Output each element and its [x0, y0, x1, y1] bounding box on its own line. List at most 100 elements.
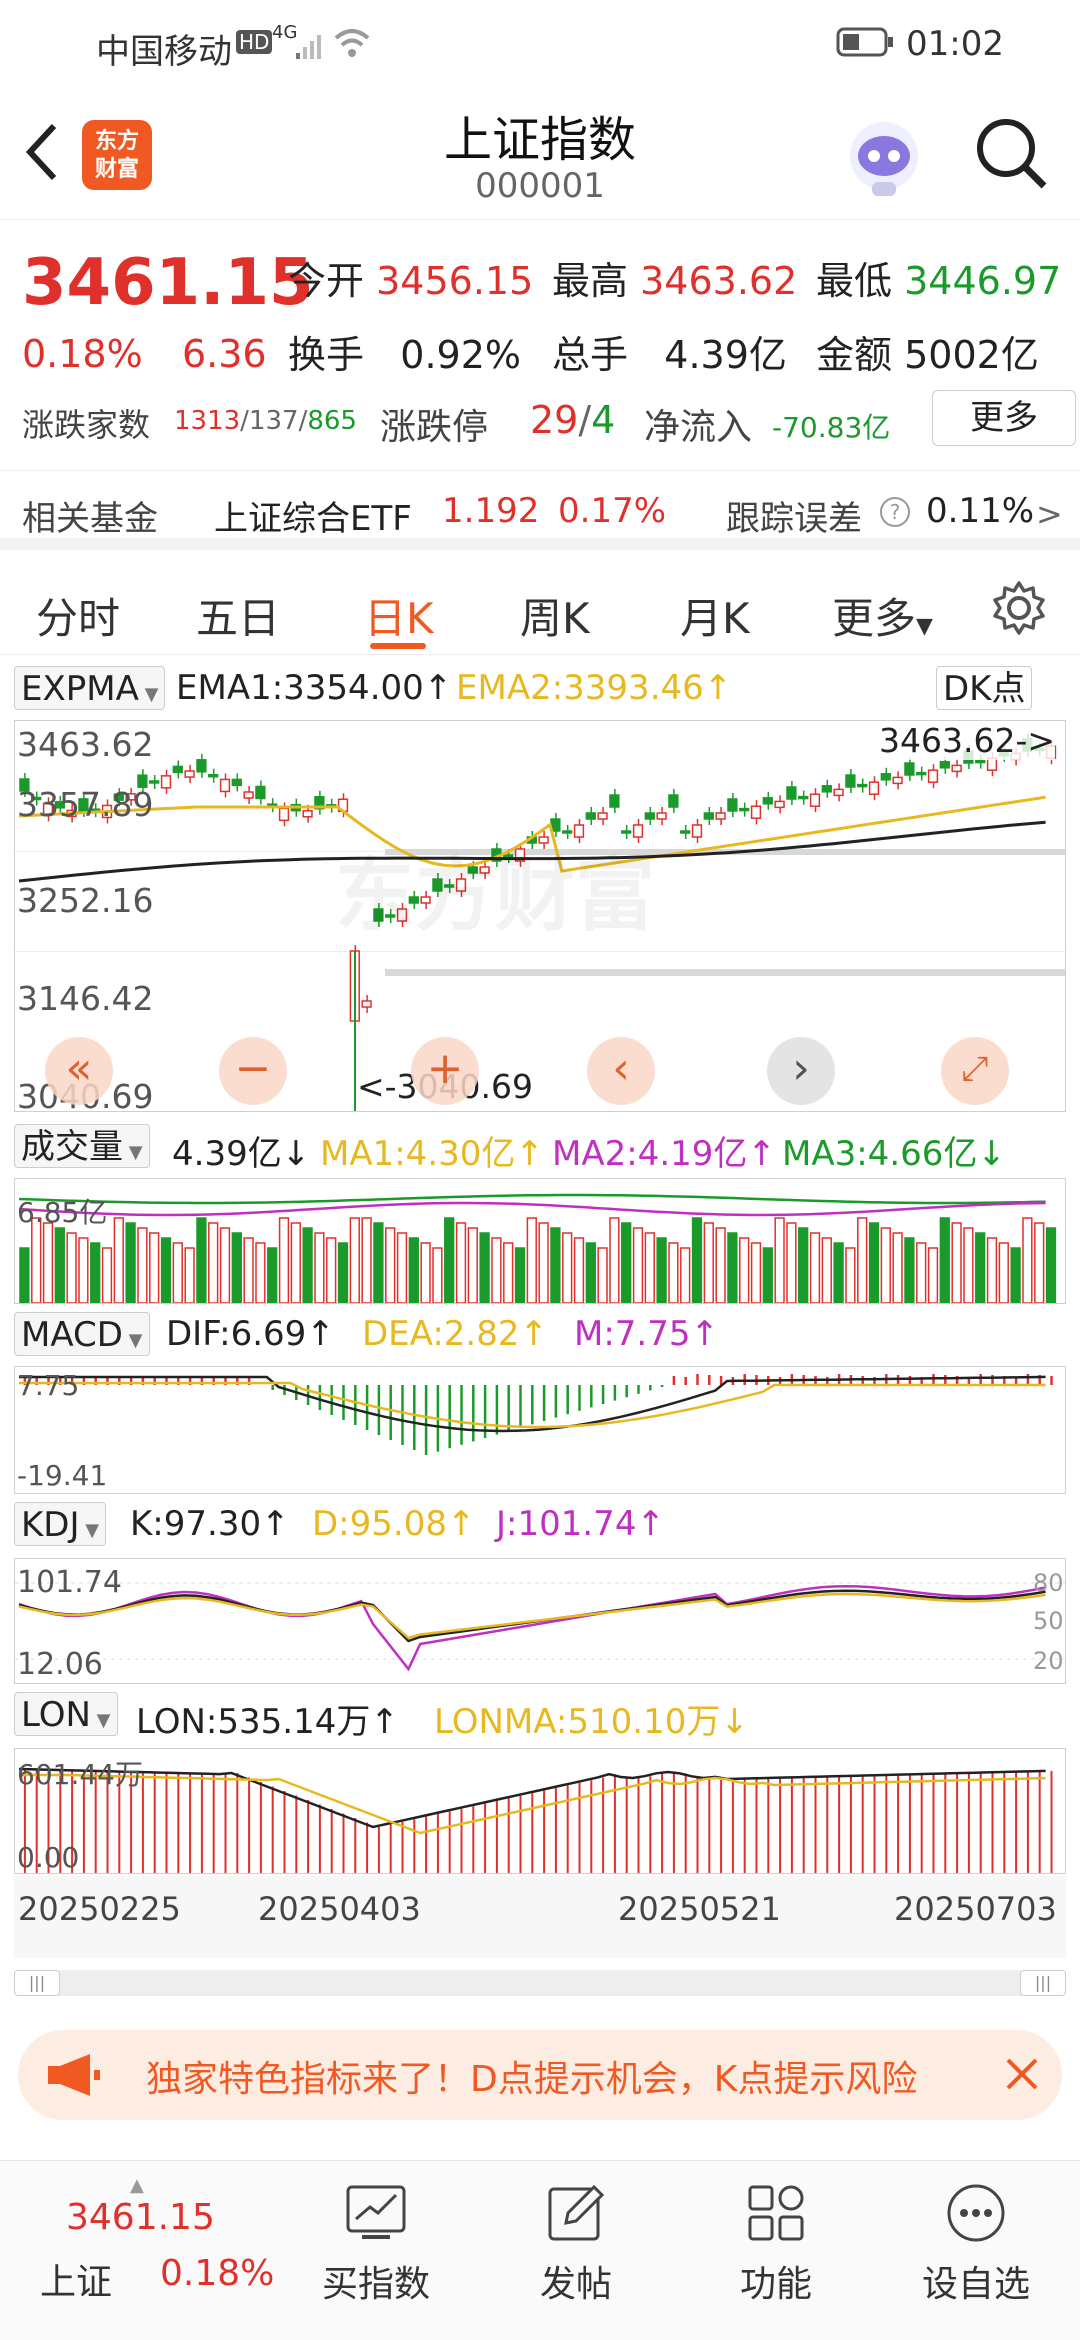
volume-bar [798, 1227, 809, 1304]
promo-banner[interactable]: 独家特色指标来了！D点提示机会，K点提示风险 [18, 2030, 1062, 2120]
kdj-j: J:101.74↑ [496, 1504, 665, 1544]
volume-bar [54, 1227, 65, 1304]
dk-point-toggle[interactable]: DK点 [936, 666, 1033, 710]
amount-label: 金额 [816, 333, 893, 377]
functions-button[interactable]: 功能 [706, 2181, 846, 2307]
y-label-3: 3252.16 [17, 881, 154, 920]
tab-monthly-k[interactable]: 月K [680, 594, 750, 643]
related-fund-row[interactable]: 相关基金 上证综合ETF 1.192 0.17% 跟踪误差 ? 0.11% > [0, 470, 1080, 550]
fund-name[interactable]: 上证综合ETF [214, 499, 412, 539]
candle [219, 778, 231, 793]
search-icon[interactable] [974, 116, 1050, 196]
candle [715, 812, 726, 820]
low-label: 最低 [816, 259, 893, 303]
volume-selector[interactable]: 成交量 ▼ [14, 1124, 150, 1168]
tab-weekly-k[interactable]: 周K [520, 594, 590, 643]
tab-more[interactable]: 更多▼ [832, 585, 933, 646]
candle [786, 786, 797, 800]
help-icon[interactable]: ? [878, 495, 912, 533]
close-icon[interactable] [1002, 2054, 1042, 2098]
tab-five-day[interactable]: 五日 [196, 594, 281, 643]
settings-gear-icon[interactable] [990, 579, 1048, 641]
volume-bar [774, 1217, 785, 1304]
scroll-left-icon[interactable]: ‹ [587, 1037, 655, 1105]
volume-bar [939, 1217, 950, 1304]
candle [231, 778, 242, 787]
vol-ma3: MA3:4.66亿↓ [782, 1134, 1006, 1174]
candle [125, 793, 136, 801]
period-tabs: 分时 五日 日K 周K 月K 更多▼ [0, 555, 1080, 655]
candle [892, 776, 903, 785]
candle [184, 770, 195, 778]
volume-bar [479, 1232, 490, 1304]
chart-scrollbar[interactable]: ||| ||| [14, 1970, 1066, 1996]
functions-label: 功能 [739, 2264, 812, 2305]
volume-bar [125, 1222, 136, 1304]
bottom-index-name[interactable]: 上证 [40, 2262, 113, 2303]
candle [444, 884, 455, 888]
breadth-label: 涨跌家数 [22, 406, 151, 444]
volume-bar [845, 1247, 856, 1304]
caret-down-icon: ▼ [79, 1520, 100, 1541]
macd-y-bottom: -19.41 [17, 1459, 108, 1492]
fullscreen-icon[interactable]: ⤢ [941, 1037, 1009, 1105]
lon-panel[interactable]: 601.44万 0.00 [14, 1748, 1066, 1874]
net-inflow-label: 净流入 [644, 407, 753, 448]
robot-assistant-icon[interactable] [842, 116, 926, 204]
amount-value: 5002亿 [904, 333, 1039, 377]
caret-down-icon: ▼ [90, 1710, 111, 1731]
candle [113, 793, 124, 801]
back-icon[interactable] [22, 120, 62, 188]
high-label: 最高 [552, 259, 629, 303]
volume-bar [349, 1217, 360, 1304]
vol-ma3-line [18, 1193, 1046, 1205]
banner-text: 独家特色指标来了！D点提示机会，K点提示风险 [146, 2059, 918, 2100]
lon-selector[interactable]: LON ▼ [14, 1692, 118, 1736]
lon-y-bottom: 0.00 [17, 1841, 80, 1874]
bottom-index-price[interactable]: 3461.15 [66, 2197, 215, 2238]
scrollbar-right-handle[interactable]: ||| [1020, 1970, 1066, 1996]
volume-panel[interactable]: 6.85亿 [14, 1178, 1066, 1304]
vol-ma3-text: MA3:4.66亿 [782, 1134, 978, 1174]
hd-badge: HD [236, 30, 273, 54]
zoom-out-icon[interactable]: − [219, 1037, 287, 1105]
expma-selector[interactable]: EXPMA ▼ [14, 666, 166, 710]
add-watchlist-button[interactable]: 设自选 [906, 2181, 1046, 2307]
megaphone-icon [46, 2052, 102, 2102]
limit-label: 涨跌停 [380, 407, 489, 448]
caret-up-icon: ▲ [130, 2175, 144, 2196]
volume-label: 成交量 [21, 1127, 123, 1167]
scroll-right-icon[interactable]: › [767, 1037, 835, 1105]
candle [420, 896, 431, 904]
post-button[interactable]: 发帖 [506, 2181, 646, 2307]
ema1-text: EMA1:3354.00 [176, 668, 424, 708]
candle [503, 854, 514, 858]
scroll-left-fast-icon[interactable]: « [45, 1037, 113, 1105]
macd-panel[interactable]: 7.75 -19.41 [14, 1366, 1066, 1494]
kline-panel[interactable]: 东方财富 3463.62 3357.89 3252.16 3146.42 304… [14, 720, 1066, 1116]
kdj-panel[interactable]: 101.74 12.06 80 50 20 [14, 1558, 1066, 1684]
volume-bar [408, 1237, 419, 1304]
scrollbar-left-handle[interactable]: ||| [14, 1970, 60, 1996]
zoom-in-icon[interactable]: + [411, 1037, 479, 1105]
volume-bar [975, 1232, 986, 1304]
tab-daily-k[interactable]: 日K [364, 594, 434, 643]
lon-y-top: 601.44万 [17, 1758, 143, 1791]
vol-ma2-text: MA2:4.19亿 [552, 1134, 748, 1174]
candle [609, 794, 620, 808]
tab-intraday[interactable]: 分时 [36, 594, 121, 643]
candle [845, 774, 856, 788]
macd-selector[interactable]: MACD ▼ [14, 1312, 150, 1356]
kdj-ref-50: 50 [1033, 1607, 1064, 1635]
y-label-2: 3357.89 [17, 785, 154, 824]
candle [455, 878, 467, 892]
volume-bar [290, 1222, 301, 1304]
volume-bar [514, 1247, 526, 1304]
carrier-label: 中国移动 [96, 32, 232, 72]
buy-index-button[interactable]: 买指数 [306, 2181, 446, 2307]
volume-bar [680, 1247, 691, 1304]
kdj-selector[interactable]: KDJ ▼ [14, 1502, 107, 1546]
candle [739, 807, 750, 812]
more-button[interactable]: 更多 [932, 390, 1076, 446]
fund-percent: 0.17% [558, 491, 667, 531]
